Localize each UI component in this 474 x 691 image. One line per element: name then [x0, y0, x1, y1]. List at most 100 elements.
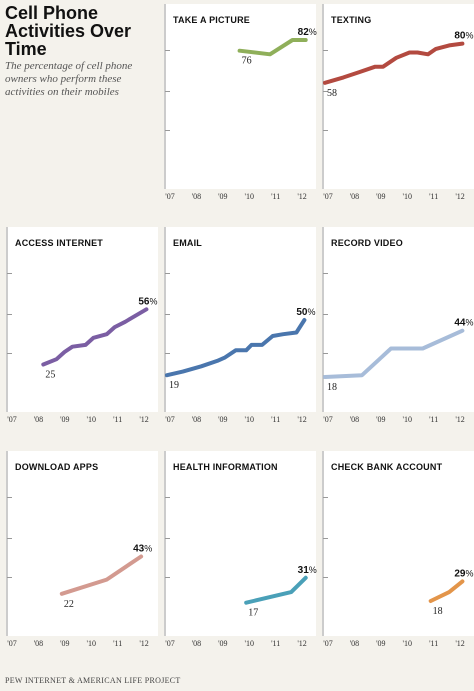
- chart-svg-email: 19 50%: [164, 227, 315, 412]
- data-label-end-suffix: %: [309, 27, 317, 37]
- x-tick-label: '08: [191, 415, 202, 424]
- chart-title: RECORD VIDEO: [331, 238, 403, 248]
- x-tick-label: '09: [60, 415, 70, 424]
- x-tick-label: '11: [271, 192, 281, 201]
- x-tick-label: '12: [297, 639, 307, 648]
- series-line: [323, 328, 465, 379]
- data-label-start: 25: [45, 370, 55, 381]
- x-tick-label: '11: [271, 639, 281, 648]
- x-tick-label: '12: [139, 639, 149, 648]
- x-axis-ticks: '07 '08 '09 '10 '11 '12: [322, 192, 474, 204]
- series-line: [59, 554, 144, 596]
- x-axis-ticks: '07 '08 '09 '10 '11 '12: [6, 639, 158, 651]
- x-tick-label: '09: [218, 192, 228, 201]
- chart-panel-email: 19 50% EMAIL: [164, 227, 316, 412]
- x-axis-ticks: '07 '08 '09 '10 '11 '12: [164, 415, 316, 427]
- series-line: [244, 575, 308, 605]
- data-label-end: 80%: [454, 31, 473, 42]
- x-tick-label: '12: [455, 192, 465, 201]
- x-tick-label: '08: [349, 192, 360, 201]
- chart-title: TEXTING: [331, 15, 372, 25]
- x-tick-label: '11: [271, 415, 281, 424]
- x-tick-label: '10: [86, 639, 96, 648]
- data-label-end: 50%: [296, 307, 315, 318]
- x-tick-label: '12: [139, 415, 149, 424]
- x-tick-label: '09: [60, 639, 70, 648]
- chart-panel-download-apps: 22 43% DOWNLOAD APPS: [6, 451, 158, 636]
- x-tick-label: '10: [86, 415, 96, 424]
- data-label-end-value: 82: [298, 27, 310, 38]
- x-tick-label: '10: [402, 192, 412, 201]
- chart-svg-record-video: 18 44%: [322, 227, 473, 412]
- chart-svg-texting: 58 80%: [322, 4, 473, 189]
- x-axis-ticks: '07 '08 '09 '10 '11 '12: [6, 415, 158, 427]
- page-subtitle: The percentage of cell phone owners who …: [5, 60, 133, 98]
- x-axis-ticks: '07 '08 '09 '10 '11 '12: [164, 639, 316, 651]
- data-label-end-suffix: %: [309, 565, 317, 575]
- chart-panel-health-information: 17 31% HEALTH INFORMATION: [164, 451, 317, 636]
- x-tick-label: '12: [297, 192, 307, 201]
- x-tick-label: '08: [349, 639, 360, 648]
- x-tick-label: '08: [191, 192, 202, 201]
- chart-title: ACCESS INTERNET: [15, 238, 104, 248]
- x-tick-label: '09: [218, 415, 228, 424]
- data-label-end-value: 80: [454, 31, 466, 42]
- data-label-end-value: 50: [296, 307, 308, 318]
- data-label-start: 19: [169, 380, 179, 391]
- chart-panel-check-bank-account: 18 29% CHECK BANK ACCOUNT: [322, 451, 474, 636]
- x-tick-label: '07: [165, 415, 175, 424]
- data-label-end: 29%: [454, 568, 473, 579]
- data-label-start: 22: [64, 599, 74, 610]
- x-tick-label: '12: [455, 415, 465, 424]
- data-label-start: 58: [327, 88, 337, 99]
- x-tick-label: '08: [33, 639, 44, 648]
- data-label-end-suffix: %: [149, 296, 157, 306]
- data-label-end: 44%: [454, 318, 473, 329]
- chart-svg-health-information: 17 31%: [164, 451, 317, 636]
- chart-panel-take-a-picture: 76 82% TAKE A PICTURE: [164, 4, 317, 189]
- data-label-end-suffix: %: [465, 318, 473, 328]
- data-label-end-suffix: %: [465, 568, 473, 578]
- data-label-end-value: 29: [454, 568, 466, 579]
- x-tick-label: '12: [455, 639, 465, 648]
- x-tick-label: '11: [429, 639, 439, 648]
- x-tick-label: '09: [376, 415, 386, 424]
- chart-panel-texting: 58 80% TEXTING: [322, 4, 474, 189]
- series-line: [237, 38, 308, 57]
- x-tick-label: '11: [429, 415, 439, 424]
- x-tick-label: '10: [244, 415, 254, 424]
- x-tick-label: '08: [33, 415, 44, 424]
- data-label-end-value: 31: [298, 565, 310, 576]
- chart-svg-take-a-picture: 76 82%: [164, 4, 317, 189]
- chart-panel-access-internet: 25 56% ACCESS INTERNET: [6, 227, 158, 412]
- data-label-end-value: 56: [138, 296, 150, 307]
- chart-title: CHECK BANK ACCOUNT: [331, 462, 443, 472]
- x-tick-label: '07: [323, 192, 333, 201]
- chart-title: HEALTH INFORMATION: [173, 462, 278, 472]
- source-credit: PEW INTERNET & AMERICAN LIFE PROJECT: [5, 676, 181, 685]
- chart-svg-download-apps: 22 43%: [6, 451, 152, 636]
- x-tick-label: '08: [191, 639, 202, 648]
- chart-panel-record-video: 18 44% RECORD VIDEO: [322, 227, 474, 412]
- x-axis-ticks: '07 '08 '09 '10 '11 '12: [164, 192, 316, 204]
- data-label-end: 82%: [298, 27, 317, 38]
- series-line: [41, 307, 149, 367]
- x-tick-label: '07: [165, 639, 175, 648]
- x-tick-label: '07: [323, 639, 333, 648]
- x-tick-label: '10: [402, 639, 412, 648]
- data-label-start: 18: [433, 606, 443, 617]
- data-label-end-suffix: %: [465, 31, 473, 41]
- x-tick-label: '12: [297, 415, 307, 424]
- series-line: [165, 318, 307, 378]
- x-tick-label: '07: [323, 415, 333, 424]
- data-label-start: 18: [327, 382, 337, 393]
- data-label-start: 76: [242, 56, 252, 67]
- x-tick-label: '11: [113, 639, 123, 648]
- data-label-end-value: 43: [133, 543, 145, 554]
- data-label-end-suffix: %: [144, 543, 152, 553]
- x-tick-label: '11: [113, 415, 123, 424]
- x-tick-label: '10: [244, 192, 254, 201]
- x-tick-label: '11: [429, 192, 439, 201]
- x-tick-label: '10: [402, 415, 412, 424]
- data-label-end-suffix: %: [307, 307, 315, 317]
